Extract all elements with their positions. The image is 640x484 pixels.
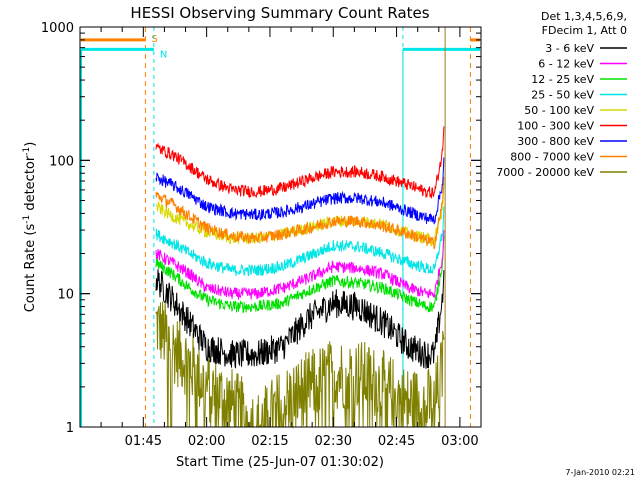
timestamp: 7-Jan-2010 02:21 bbox=[565, 468, 635, 477]
x-axis-label: Start Time (25-Jun-07 01:30:02) bbox=[176, 455, 384, 470]
series-2 bbox=[155, 236, 445, 314]
legend-label: 3 - 6 keV bbox=[545, 42, 594, 55]
y-tick-label: 1 bbox=[66, 421, 74, 436]
legend-label: 800 - 7000 keV bbox=[510, 151, 594, 164]
marker-label: S bbox=[151, 34, 157, 45]
series-0 bbox=[155, 269, 445, 369]
series-7 bbox=[155, 176, 445, 250]
plot-frame bbox=[79, 26, 482, 428]
legend-label: 100 - 300 keV bbox=[517, 120, 594, 133]
legend-label: 25 - 50 keV bbox=[531, 89, 594, 102]
chart-title: HESSI Observing Summary Count Rates bbox=[130, 4, 429, 22]
series-line bbox=[155, 126, 445, 199]
plot-area: SN bbox=[80, 27, 480, 429]
series-8 bbox=[155, 301, 445, 429]
legend-label: 50 - 100 keV bbox=[524, 104, 594, 117]
x-tick-label: 03:00 bbox=[441, 434, 478, 449]
series-5 bbox=[155, 126, 445, 199]
x-axis: 01:45 02:00 02:15 02:30 02:45 03:00 bbox=[100, 27, 479, 449]
legend-header-line-2: FDecim 1, Att 0 bbox=[542, 24, 627, 37]
x-tick-label: 02:30 bbox=[315, 434, 352, 449]
series-line bbox=[155, 157, 445, 225]
y-axis: 1 10 100 1000 bbox=[41, 21, 481, 436]
series-3 bbox=[155, 206, 445, 277]
x-tick-label: 02:00 bbox=[188, 434, 225, 449]
legend-header-line-1: Det 1,3,4,5,6,9, bbox=[541, 10, 627, 23]
series-line bbox=[155, 236, 445, 314]
series-line bbox=[155, 301, 445, 429]
series-line bbox=[155, 269, 445, 369]
y-tick-label: 10 bbox=[57, 288, 74, 303]
series-line bbox=[155, 206, 445, 277]
marker-label: N bbox=[160, 49, 167, 60]
series-6 bbox=[155, 157, 445, 225]
x-tick-label: 02:15 bbox=[251, 434, 288, 449]
legend-label: 12 - 25 keV bbox=[531, 73, 594, 86]
legend: Det 1,3,4,5,6,9, FDecim 1, Att 0 3 - 6 k… bbox=[496, 10, 627, 179]
y-tick-label: 1000 bbox=[41, 21, 74, 36]
x-tick-label: 01:45 bbox=[125, 434, 162, 449]
series-1 bbox=[155, 230, 445, 300]
series-line bbox=[155, 176, 445, 250]
legend-label: 7000 - 20000 keV bbox=[496, 166, 594, 179]
marker-s: S bbox=[81, 27, 480, 427]
legend-label: 6 - 12 keV bbox=[538, 58, 594, 71]
legend-label: 300 - 800 keV bbox=[517, 135, 594, 148]
x-tick-label: 02:45 bbox=[378, 434, 415, 449]
series-line bbox=[155, 230, 445, 300]
y-axis-label: Count Rate (s-1 detector-1) bbox=[22, 142, 38, 313]
marker-n: N bbox=[81, 27, 480, 427]
y-tick-label: 100 bbox=[49, 154, 74, 169]
